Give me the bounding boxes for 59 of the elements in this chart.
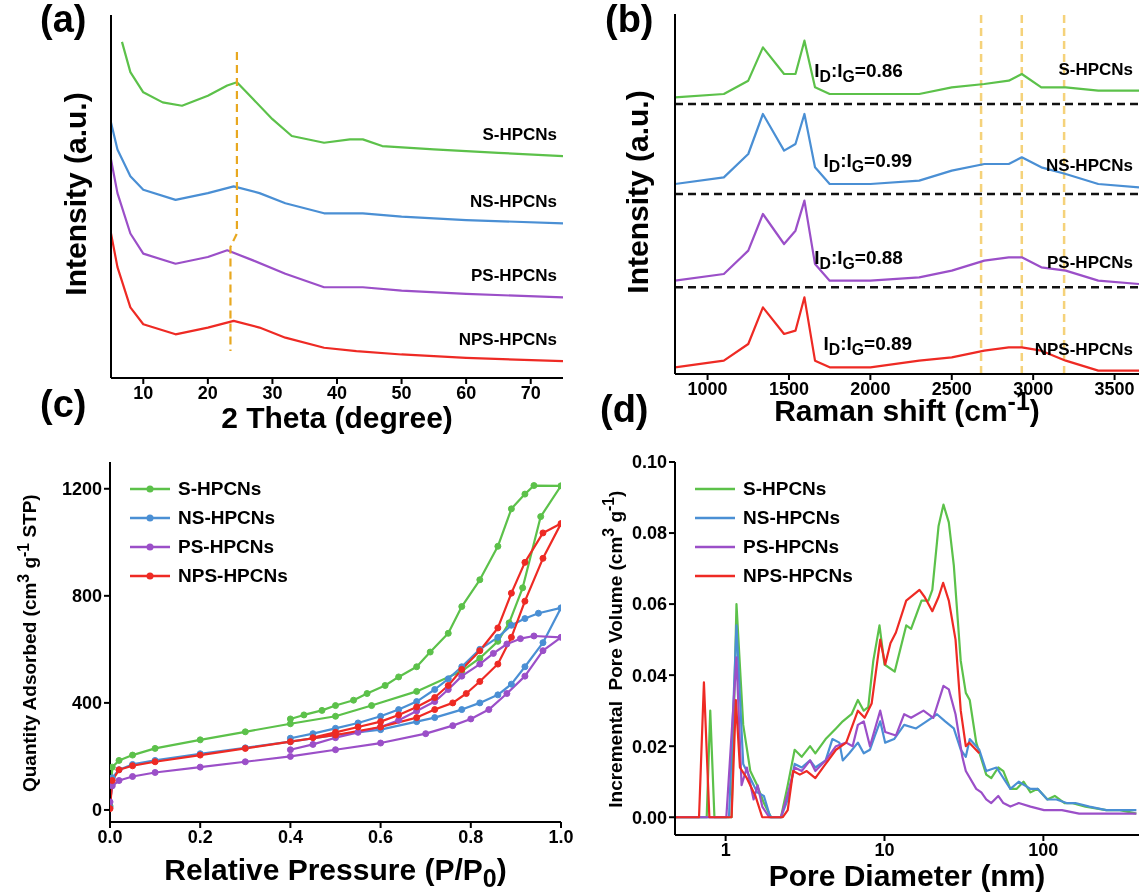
legend-label: NS-HPCNs: [178, 506, 276, 529]
legend-label: S-HPCNs: [743, 477, 827, 500]
chart-title: (a): [40, 0, 87, 41]
series-label: S-HPCNs: [1058, 59, 1133, 79]
y-tick-label: 0.06: [631, 594, 667, 615]
x-tick-label: 60: [456, 382, 477, 403]
chart-title: (b): [605, 0, 654, 41]
x-tick-label: 70: [520, 382, 541, 403]
legend-label: NS-HPCNs: [743, 506, 841, 529]
y-tick-label: 0.02: [631, 736, 667, 757]
legend-label: NPS-HPCNs: [178, 564, 288, 587]
chart-title: (d): [600, 388, 649, 431]
x-tick-label: 30: [262, 382, 283, 403]
y-tick-label: 0.00: [631, 807, 667, 828]
x-tick-label: 40: [326, 382, 348, 403]
series-label: NS-HPCNs: [1046, 156, 1133, 176]
series-label: S-HPCNs: [482, 125, 557, 145]
x-tick-label: 0.0: [97, 826, 123, 847]
x-axis-title: 2 Theta (degree): [221, 401, 453, 434]
x-tick-label: 0.4: [277, 826, 303, 847]
legend-label: PS-HPCNs: [743, 535, 840, 558]
x-tick-label: 10: [874, 839, 895, 860]
legend-label: PS-HPCNs: [178, 535, 275, 558]
series-label: NPS-HPCNs: [1034, 339, 1133, 359]
y-tick-label: 1200: [61, 479, 102, 500]
x-tick-label: 0.6: [368, 826, 394, 847]
x-tick-label: 20: [197, 382, 218, 403]
series-label: PS-HPCNs: [471, 266, 557, 286]
y-tick-label: 800: [71, 586, 102, 607]
x-tick-label: 3500: [1094, 378, 1135, 399]
legend-label: S-HPCNs: [178, 477, 262, 500]
y-tick-label: 0.10: [631, 452, 667, 473]
x-tick-label: 0.2: [187, 826, 213, 847]
annotation: I$_{D}$:I$_{G}$=0.99: [823, 150, 913, 176]
series-label: NPS-HPCNs: [458, 330, 557, 350]
y-axis-title: Intensity (a.u.): [621, 89, 654, 294]
x-tick-label: 1000: [687, 378, 728, 399]
y-tick-label: 0.08: [631, 523, 667, 544]
chart-title: (c): [40, 383, 87, 426]
annotation: I$_{D}$:I$_{G}$=0.89: [823, 333, 913, 360]
x-tick-label: 100: [1028, 839, 1059, 860]
annotation: I$_{D}$:I$_{G}$=0.86: [814, 60, 903, 86]
legend-label: NPS-HPCNs: [743, 564, 853, 587]
series-label: NS-HPCNs: [470, 192, 557, 212]
y-tick-label: 400: [71, 693, 102, 714]
x-tick-label: 1: [720, 839, 731, 860]
x-tick-label: 0.8: [458, 826, 484, 847]
y-tick-label: 0.04: [631, 665, 667, 686]
x-axis-title: Pore Diameter (nm): [767, 859, 1047, 893]
x-tick-label: 2000: [850, 378, 891, 399]
y-axis-title: Intensity (a.u.): [58, 92, 91, 296]
x-tick-label: 10: [133, 382, 154, 403]
x-tick-label: 1.0: [548, 826, 574, 847]
x-tick-label: 2500: [931, 378, 972, 399]
series-label: PS-HPCNs: [1047, 253, 1133, 272]
x-tick-label: 50: [391, 382, 412, 403]
x-axis-title: Relative Pressure (P/P$_{0}$): [163, 853, 508, 893]
annotation: I$_{D}$:I$_{G}$=0.88: [814, 246, 903, 273]
y-tick-label: 0: [91, 800, 102, 821]
